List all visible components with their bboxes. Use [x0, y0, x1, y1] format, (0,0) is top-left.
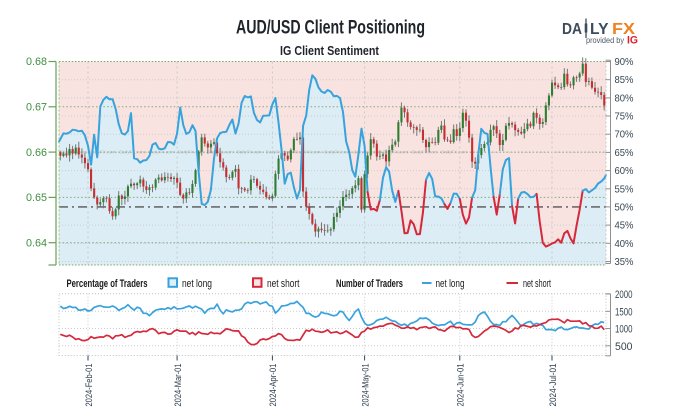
svg-text:0.65: 0.65 [26, 192, 47, 204]
svg-text:0.67: 0.67 [26, 102, 47, 114]
svg-text:35%: 35% [615, 256, 634, 268]
svg-text:LY: LY [590, 21, 609, 38]
svg-text:45%: 45% [615, 220, 634, 232]
svg-text:Percentage of Traders: Percentage of Traders [67, 278, 148, 290]
svg-text:2024-Feb-01: 2024-Feb-01 [84, 364, 95, 407]
svg-text:0.66: 0.66 [26, 147, 47, 159]
svg-text:500: 500 [615, 341, 633, 353]
svg-text:50%: 50% [615, 201, 634, 213]
svg-text:80%: 80% [615, 92, 634, 104]
svg-text:IG Client Sentiment: IG Client Sentiment [280, 44, 380, 58]
svg-text:FX: FX [612, 21, 636, 38]
svg-text:55%: 55% [615, 183, 634, 195]
svg-text:IG: IG [627, 34, 638, 46]
svg-text:Number of Traders: Number of Traders [336, 278, 403, 290]
svg-text:2024-Jun-01: 2024-Jun-01 [456, 364, 467, 407]
svg-text:net short: net short [523, 278, 551, 290]
svg-text:70%: 70% [615, 129, 634, 141]
svg-text:2024-Jul-01: 2024-Jul-01 [548, 364, 559, 407]
svg-text:AUD/USD Client Positioning: AUD/USD Client Positioning [236, 17, 425, 39]
svg-text:90%: 90% [615, 56, 634, 68]
svg-text:DailyFX.com DailyFX.com Da: DailyFX.com DailyFX.com DailyFX.com Dail… [61, 150, 469, 155]
svg-text:75%: 75% [615, 111, 634, 123]
svg-text:2024-May-01: 2024-May-01 [360, 364, 371, 407]
svg-text:65%: 65% [615, 147, 634, 159]
svg-text:provided by: provided by [586, 36, 624, 45]
svg-text:net short: net short [267, 278, 300, 290]
svg-text:2000: 2000 [615, 289, 633, 301]
svg-text:net long: net long [182, 278, 212, 290]
svg-text:60%: 60% [615, 165, 634, 177]
svg-text:1500: 1500 [615, 306, 633, 318]
svg-text:85%: 85% [615, 74, 634, 86]
svg-text:2024-Mar-01: 2024-Mar-01 [173, 364, 184, 407]
svg-text:2024-Apr-01: 2024-Apr-01 [268, 364, 279, 407]
svg-text:DA: DA [562, 21, 582, 38]
svg-text:1000: 1000 [615, 324, 633, 336]
svg-text:net long: net long [436, 278, 465, 290]
svg-text:0.68: 0.68 [26, 56, 47, 68]
svg-text:0.64: 0.64 [26, 237, 47, 249]
svg-text:40%: 40% [615, 238, 634, 250]
